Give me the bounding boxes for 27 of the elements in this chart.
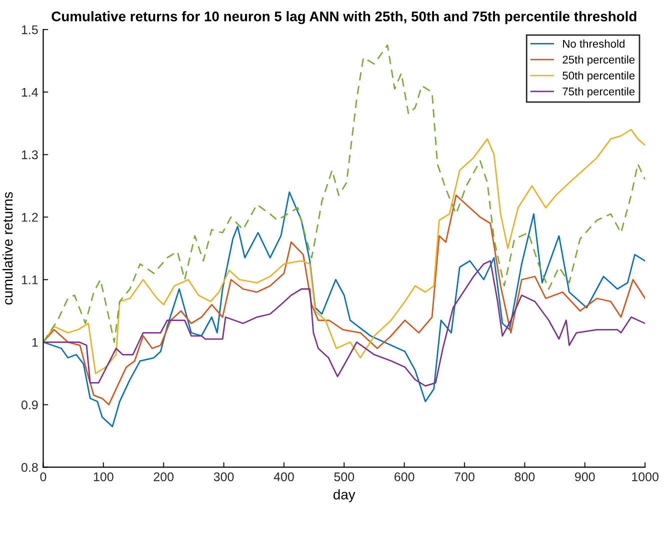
x-tick-label: 400 [274,472,294,482]
x-tick-label: 200 [154,472,174,482]
x-tick-label: 700 [454,472,474,482]
x-tick-label: 800 [514,472,535,482]
legend-label: 25th percentile [562,55,635,66]
x-axis-title: day [334,489,356,502]
legend-label: 75th percentile [562,87,635,98]
x-tick-label: 900 [575,472,595,482]
y-tick-label: 1.3 [22,150,38,160]
x-tick-label: 500 [334,472,354,482]
x-tick-label: 600 [394,472,414,482]
chart-title: Cumulative returns for 10 neuron 5 lag ANN with 25th, 50th and 75th percentile threshold [52,11,636,24]
y-axis-title: cumulative returns [2,192,13,305]
x-tick-label: 100 [94,472,114,482]
legend-label: 50th percentile [562,71,635,82]
y-tick-label: 1 [32,338,38,347]
y-tick-label: 1.5 [22,25,38,34]
x-tick-label: 1000 [632,472,658,482]
x-tick-label: 0 [40,472,46,482]
y-tick-label: 1.2 [22,212,38,222]
x-tick-label: 300 [214,472,234,482]
line-series [43,260,646,387]
y-tick-label: 0.8 [21,462,38,472]
legend-label: No threshold [563,40,624,48]
y-tick-label: 0.9 [21,400,38,410]
y-tick-label: 1.1 [22,276,38,284]
y-tick-label: 1.4 [22,88,38,97]
